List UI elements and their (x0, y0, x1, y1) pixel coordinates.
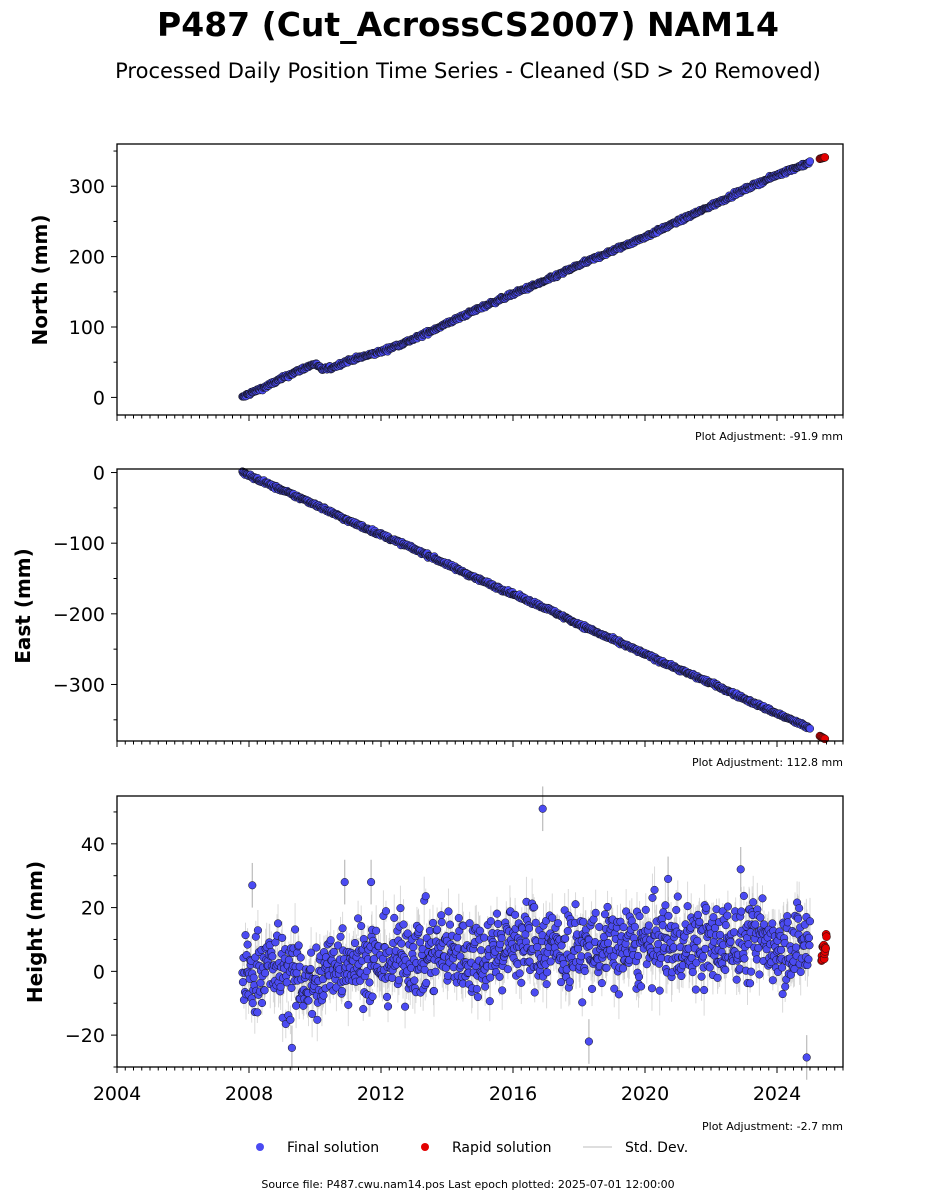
north-plot-adjustment: Plot Adjustment: -91.9 mm (695, 430, 843, 443)
north-rapid-point (820, 153, 830, 162)
north-ytick-label: 0 (93, 387, 105, 409)
north-plot-area: 0 100 200 300 (69, 143, 844, 421)
east-axes-frame (116, 468, 844, 742)
north-rapid-points (815, 153, 830, 164)
north-panel: 0 100 200 300 North (mm) Plot Adjustment: -… (28, 143, 844, 443)
height-final-point (261, 969, 270, 978)
north-axes-frame (116, 143, 844, 416)
height-final-point (257, 998, 267, 1008)
east-ytick-label: −300 (53, 674, 105, 696)
north-ytick-label: 300 (69, 176, 105, 198)
east-plot-area: 0 −100 −200 −300 (53, 463, 844, 747)
east-ytick-label: −100 (53, 533, 105, 555)
east-final-point (805, 724, 815, 733)
height-final-point (253, 926, 262, 935)
height-final-point (238, 978, 247, 987)
chart-subtitle: Processed Daily Position Time Series - C… (115, 59, 821, 83)
height-final-point (243, 940, 252, 949)
height-final-point (256, 978, 265, 988)
height-final-point (260, 986, 269, 995)
height-final-point (253, 1008, 262, 1017)
east-plot-adjustment: Plot Adjustment: 112.8 mm (692, 756, 843, 769)
north-final-point (805, 157, 815, 166)
east-final-points (238, 467, 815, 733)
height-final-points (238, 804, 815, 1062)
height-final-point (241, 931, 250, 940)
chart-title: P487 (Cut_AcrossCS2007) NAM14 (157, 5, 779, 44)
height-final-point (249, 973, 258, 982)
north-ylabel: North (mm) (28, 214, 52, 345)
east-ytick-label: −200 (53, 604, 105, 626)
east-panel: 0 −100 −200 −300 East (mm) Plot Adjustment:… (11, 463, 844, 769)
north-ytick-label: 200 (69, 247, 105, 269)
east-ytick-label: 0 (93, 463, 105, 485)
north-ytick-label: 100 (69, 317, 105, 339)
height-final-point (248, 999, 257, 1008)
north-final-points (238, 157, 815, 401)
east-ylabel: East (mm) (11, 548, 35, 664)
east-rapid-point (820, 734, 830, 744)
